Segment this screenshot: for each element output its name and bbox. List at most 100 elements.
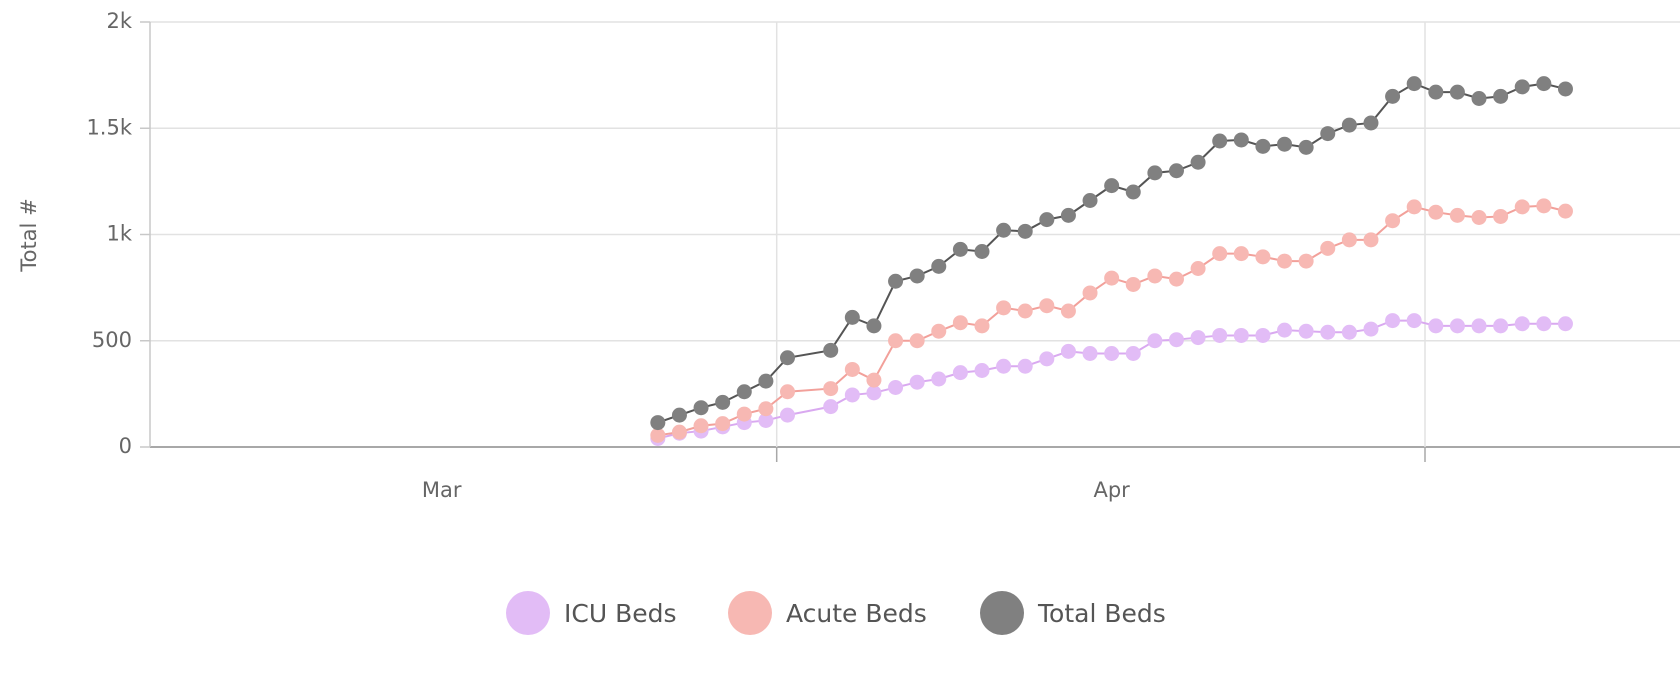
data-point xyxy=(1449,84,1465,100)
data-point xyxy=(996,300,1012,316)
data-point xyxy=(715,416,731,432)
data-point xyxy=(1298,139,1314,155)
data-point xyxy=(823,381,839,397)
data-point xyxy=(1255,138,1271,154)
y-tick-label: 1.5k xyxy=(86,115,132,139)
data-point xyxy=(780,407,795,423)
data-point xyxy=(1104,346,1120,361)
data-point xyxy=(1147,333,1163,349)
data-point xyxy=(1212,327,1228,343)
data-point xyxy=(952,365,968,381)
data-point xyxy=(758,401,774,417)
y-tick-label: 2k xyxy=(106,9,132,33)
data-point xyxy=(1320,240,1336,256)
data-point xyxy=(1536,76,1552,92)
data-point xyxy=(931,258,947,274)
data-point xyxy=(1255,327,1271,343)
data-point xyxy=(1168,332,1184,348)
data-point xyxy=(1406,313,1422,329)
data-point xyxy=(1190,154,1206,170)
data-point xyxy=(1493,88,1509,104)
data-point xyxy=(1341,232,1357,248)
data-point xyxy=(1190,261,1206,276)
data-point xyxy=(1168,163,1184,179)
y-axis-label: Total # xyxy=(17,198,41,272)
data-point xyxy=(1082,193,1098,208)
data-point xyxy=(1255,249,1271,265)
series-line xyxy=(657,319,1566,440)
data-point xyxy=(1514,79,1530,95)
data-point xyxy=(952,315,968,331)
series-line xyxy=(657,82,1566,424)
data-point xyxy=(693,418,709,434)
data-point xyxy=(1060,343,1076,359)
data-point xyxy=(866,372,882,388)
data-point xyxy=(1385,313,1401,329)
data-point xyxy=(1536,198,1552,214)
data-point xyxy=(1536,316,1552,332)
data-point xyxy=(758,373,774,389)
data-point xyxy=(650,415,666,431)
data-point xyxy=(909,374,925,390)
legend-label: Acute Beds xyxy=(786,599,927,628)
data-point xyxy=(844,387,860,403)
data-point xyxy=(974,318,990,334)
data-point xyxy=(1363,232,1379,248)
data-point xyxy=(1277,253,1293,269)
data-point xyxy=(1147,165,1163,181)
series-line xyxy=(657,204,1566,437)
data-point xyxy=(1385,213,1401,229)
data-point xyxy=(1277,136,1293,152)
data-point xyxy=(888,273,904,289)
data-point xyxy=(1060,207,1076,223)
data-point xyxy=(1341,117,1357,133)
data-point xyxy=(1428,204,1444,220)
data-point xyxy=(1104,178,1120,194)
data-point xyxy=(1147,268,1163,284)
data-point xyxy=(866,385,882,401)
data-point xyxy=(1168,271,1184,287)
data-point xyxy=(1017,303,1033,319)
data-point xyxy=(888,380,904,395)
data-point xyxy=(866,318,882,334)
data-point xyxy=(974,244,990,259)
data-point xyxy=(1557,203,1573,219)
x-tick-label: Apr xyxy=(1093,478,1130,502)
data-point xyxy=(1320,324,1336,340)
data-point xyxy=(1039,212,1055,228)
data-point xyxy=(1493,318,1509,334)
data-point xyxy=(1017,223,1033,239)
data-point xyxy=(931,323,947,339)
data-point xyxy=(888,333,904,349)
data-point xyxy=(1363,115,1379,131)
data-point xyxy=(1341,324,1357,340)
data-point xyxy=(650,427,666,443)
y-tick-label: 500 xyxy=(92,328,132,352)
data-point xyxy=(1233,327,1249,343)
data-point xyxy=(693,400,709,416)
data-point xyxy=(1039,298,1055,314)
y-tick-label: 1k xyxy=(106,222,132,246)
legend-swatch xyxy=(506,591,550,635)
data-point xyxy=(823,399,839,415)
legend-label: Total Beds xyxy=(1037,599,1166,628)
data-point xyxy=(1125,184,1141,200)
data-point xyxy=(1277,322,1293,338)
data-point xyxy=(1406,76,1422,92)
data-point xyxy=(844,309,860,325)
x-tick-label: Mar xyxy=(422,478,462,502)
data-point xyxy=(1493,208,1509,224)
data-point xyxy=(1298,323,1314,339)
data-point xyxy=(1233,132,1249,148)
data-point xyxy=(1428,84,1444,100)
y-tick-label: 0 xyxy=(119,434,132,458)
data-point xyxy=(1514,199,1530,215)
legend-swatch xyxy=(728,591,772,635)
data-point xyxy=(1557,81,1573,97)
data-point xyxy=(1125,346,1141,361)
data-point xyxy=(931,371,947,387)
data-point xyxy=(671,407,687,423)
data-point xyxy=(758,412,774,428)
legend-swatch xyxy=(980,591,1024,635)
